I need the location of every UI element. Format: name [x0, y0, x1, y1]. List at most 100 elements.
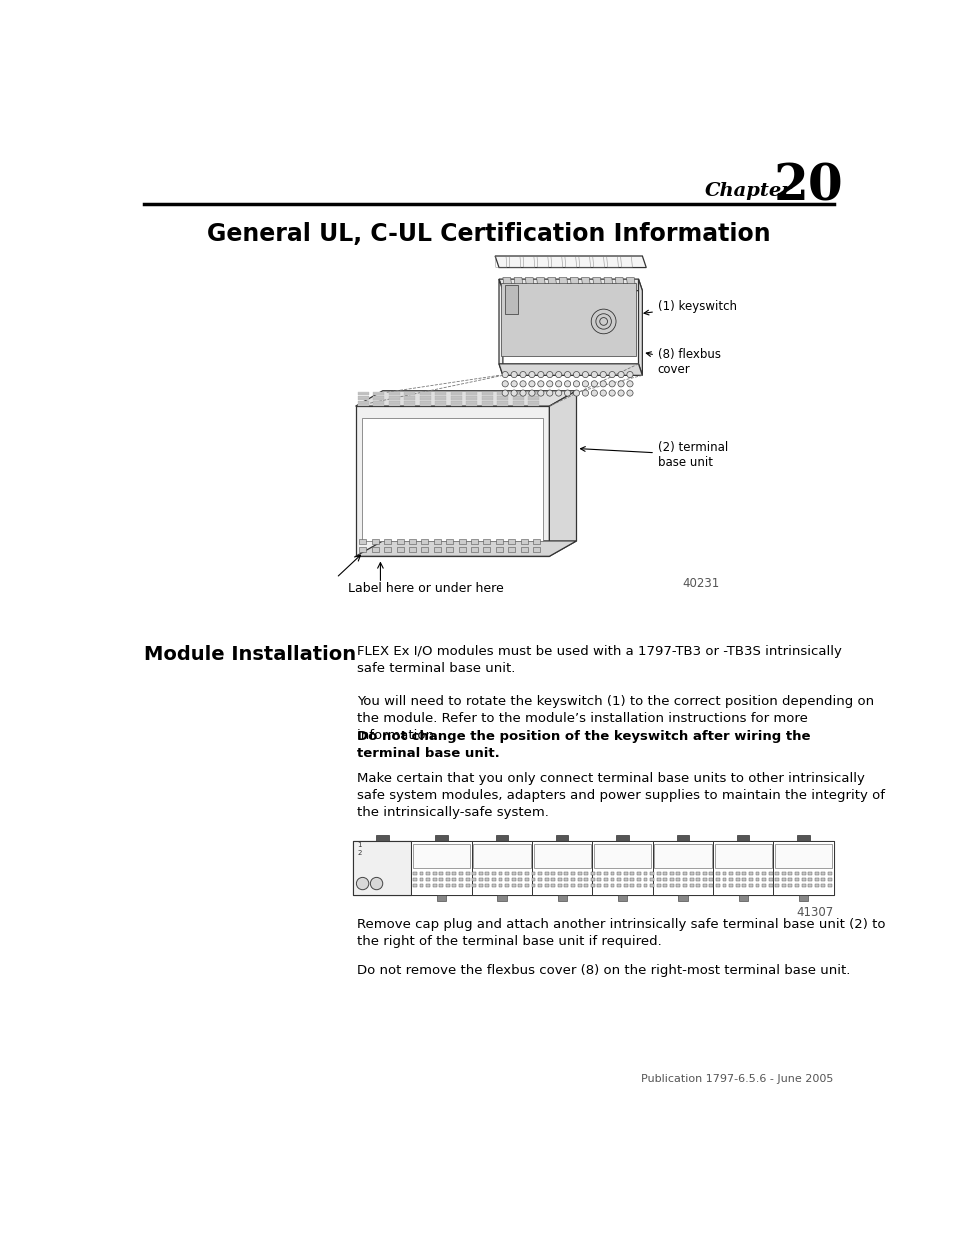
Polygon shape: [514, 278, 522, 284]
Polygon shape: [794, 878, 798, 882]
Polygon shape: [426, 878, 430, 882]
Polygon shape: [472, 878, 476, 882]
Text: 41307: 41307: [796, 905, 833, 919]
Polygon shape: [610, 872, 614, 876]
Polygon shape: [433, 878, 436, 882]
Polygon shape: [435, 835, 447, 841]
Polygon shape: [517, 884, 521, 888]
Polygon shape: [755, 884, 759, 888]
Polygon shape: [814, 884, 818, 888]
Polygon shape: [445, 878, 449, 882]
Polygon shape: [748, 878, 752, 882]
Polygon shape: [497, 394, 508, 395]
Polygon shape: [649, 878, 654, 882]
Polygon shape: [528, 393, 538, 394]
Text: Module Installation: Module Installation: [144, 645, 355, 664]
Polygon shape: [409, 540, 416, 543]
Circle shape: [591, 380, 597, 387]
Polygon shape: [481, 399, 493, 400]
Polygon shape: [755, 878, 759, 882]
Polygon shape: [513, 398, 523, 399]
Polygon shape: [373, 398, 384, 399]
Polygon shape: [741, 884, 745, 888]
Polygon shape: [689, 878, 693, 882]
Polygon shape: [404, 404, 415, 405]
Polygon shape: [498, 364, 641, 375]
Polygon shape: [603, 278, 612, 284]
Polygon shape: [373, 404, 384, 405]
Polygon shape: [481, 401, 493, 403]
Polygon shape: [389, 393, 399, 394]
Polygon shape: [435, 395, 446, 398]
Polygon shape: [656, 878, 659, 882]
Polygon shape: [571, 884, 575, 888]
Polygon shape: [594, 844, 651, 868]
Polygon shape: [610, 878, 614, 882]
Circle shape: [564, 390, 570, 396]
Circle shape: [501, 390, 508, 396]
Polygon shape: [676, 884, 679, 888]
Polygon shape: [801, 884, 804, 888]
Polygon shape: [623, 884, 627, 888]
Polygon shape: [761, 884, 765, 888]
Polygon shape: [389, 404, 399, 405]
Polygon shape: [452, 884, 456, 888]
Polygon shape: [396, 540, 403, 543]
Polygon shape: [617, 884, 620, 888]
Polygon shape: [571, 872, 575, 876]
Polygon shape: [497, 895, 506, 902]
Polygon shape: [357, 399, 369, 400]
Polygon shape: [709, 884, 713, 888]
Polygon shape: [496, 547, 502, 552]
Polygon shape: [728, 884, 732, 888]
Polygon shape: [451, 401, 461, 403]
Polygon shape: [617, 872, 620, 876]
Polygon shape: [737, 835, 749, 841]
Polygon shape: [483, 540, 490, 543]
Polygon shape: [513, 393, 523, 394]
Polygon shape: [689, 884, 693, 888]
Polygon shape: [558, 878, 561, 882]
Text: Publication 1797-6.5.6 - June 2005: Publication 1797-6.5.6 - June 2005: [640, 1073, 833, 1084]
Polygon shape: [709, 872, 713, 876]
Text: Make certain that you only connect terminal base units to other intrinsically
sa: Make certain that you only connect termi…: [356, 772, 884, 819]
Polygon shape: [689, 872, 693, 876]
Polygon shape: [637, 878, 640, 882]
Polygon shape: [713, 841, 773, 895]
Polygon shape: [357, 394, 369, 395]
Polygon shape: [821, 884, 824, 888]
Polygon shape: [537, 878, 541, 882]
Polygon shape: [603, 878, 607, 882]
Polygon shape: [419, 872, 423, 876]
Polygon shape: [748, 884, 752, 888]
Circle shape: [546, 380, 553, 387]
Circle shape: [573, 390, 579, 396]
Polygon shape: [434, 540, 440, 543]
Polygon shape: [355, 541, 576, 556]
Polygon shape: [643, 878, 647, 882]
Circle shape: [519, 390, 525, 396]
Circle shape: [528, 390, 535, 396]
Polygon shape: [669, 878, 673, 882]
Polygon shape: [419, 878, 423, 882]
Polygon shape: [544, 872, 548, 876]
Polygon shape: [524, 872, 528, 876]
Circle shape: [501, 372, 508, 378]
Polygon shape: [583, 872, 587, 876]
Polygon shape: [533, 844, 590, 868]
Polygon shape: [508, 540, 515, 543]
Polygon shape: [801, 872, 804, 876]
Polygon shape: [801, 878, 804, 882]
Polygon shape: [419, 395, 431, 398]
Polygon shape: [741, 878, 745, 882]
Polygon shape: [814, 878, 818, 882]
Polygon shape: [558, 872, 561, 876]
Polygon shape: [435, 394, 446, 395]
Polygon shape: [821, 878, 824, 882]
Polygon shape: [505, 285, 517, 314]
Polygon shape: [597, 884, 600, 888]
Polygon shape: [721, 884, 725, 888]
Polygon shape: [676, 878, 679, 882]
Polygon shape: [419, 403, 431, 404]
Polygon shape: [481, 393, 493, 394]
